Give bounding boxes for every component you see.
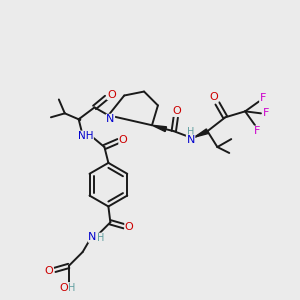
Text: F: F [260,94,266,103]
Polygon shape [195,129,208,137]
Text: O: O [119,135,128,145]
Text: H: H [68,283,75,293]
Text: O: O [209,92,218,103]
Text: N: N [106,114,115,124]
Text: O: O [45,266,53,276]
Text: O: O [125,222,134,232]
Text: H: H [97,233,104,243]
Text: H: H [187,127,194,137]
Text: O: O [172,106,181,116]
Text: F: F [263,108,269,118]
Text: O: O [59,283,68,293]
Text: N: N [186,135,195,145]
Text: F: F [254,126,260,136]
Text: O: O [107,89,116,100]
Text: N: N [88,232,97,242]
Text: NH: NH [78,131,93,141]
Polygon shape [152,125,166,132]
